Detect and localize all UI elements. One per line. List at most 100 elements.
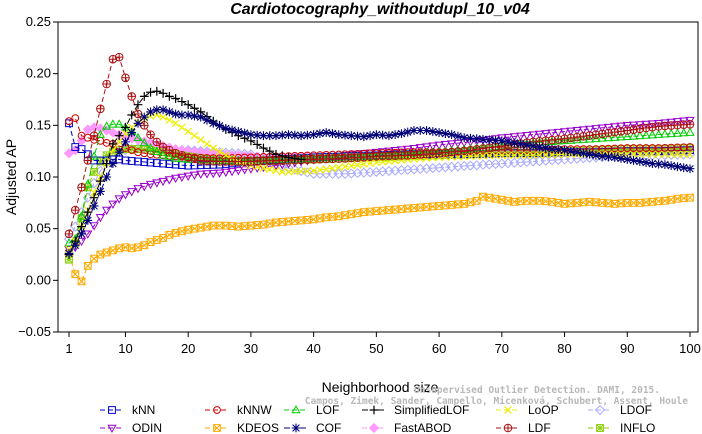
data-point-kdeos (196, 223, 205, 232)
data-point-odin (189, 171, 200, 180)
data-point-odin (177, 173, 187, 183)
data-point-loop (359, 160, 368, 169)
data-point-odin (628, 121, 639, 130)
data-point-cof (102, 172, 112, 182)
data-point-kdeos (215, 221, 224, 230)
data-point-lof (622, 131, 632, 140)
data-point-cof (422, 126, 431, 135)
data-point-knnw (679, 143, 688, 152)
data-point-odin (446, 140, 457, 149)
data-point-odin (415, 144, 425, 153)
data-point-kdeos (152, 236, 161, 244)
data-point-lof (139, 137, 149, 147)
data-point-ldf (96, 104, 105, 114)
legend-label-cof: COF (316, 421, 341, 434)
data-point-kdeos (372, 207, 381, 215)
data-point-kdeos (203, 222, 211, 231)
data-point-odin (622, 122, 632, 131)
legend: kNN kNNW LOF SimplifiedLOF LoOP LDOF ODIN KDEOS… (100, 403, 655, 434)
data-point-odin (421, 143, 432, 152)
series-line-simplifiedlof (68, 90, 302, 255)
data-point-simplifiedlof (284, 152, 293, 162)
data-point-simplifiedlof (83, 207, 93, 217)
data-point-simplifiedlof (277, 151, 287, 161)
data-point-odin (428, 142, 438, 151)
legend-label-fastabod: FastABOD (394, 421, 452, 434)
series-ldf (64, 52, 695, 239)
data-point-cof (509, 138, 519, 148)
data-point-cof (296, 131, 306, 141)
legend-label-loop: LoOP (528, 403, 559, 417)
data-point-knnw (686, 143, 694, 151)
data-point-knnw (661, 143, 669, 152)
data-point-cof (516, 139, 526, 149)
y-tick-label: 0.10 (26, 169, 51, 184)
data-point-ldof (283, 163, 294, 174)
data-point-cof (597, 151, 607, 161)
data-point-odin (528, 131, 538, 140)
data-point-kdeos (366, 207, 374, 216)
data-point-kdeos (265, 219, 274, 228)
data-point-kdeos (485, 193, 494, 202)
data-point-loop (221, 151, 230, 160)
data-point-simplifiedlof (177, 97, 187, 106)
data-point-simplifiedlof (171, 94, 181, 103)
data-point-loop (353, 161, 362, 169)
data-point-knnw (71, 114, 80, 122)
data-point-cof (535, 142, 544, 152)
data-point-lof (610, 132, 620, 141)
data-point-loop (284, 167, 293, 176)
series-simplifiedlof (64, 86, 306, 259)
data-point-cof (202, 115, 212, 125)
data-point-kdeos (134, 243, 142, 252)
x-tick-label: 60 (432, 341, 446, 356)
data-point-odin (541, 130, 551, 139)
data-point-knn (152, 159, 161, 167)
data-point-kdeos (115, 244, 124, 253)
data-point-cof (566, 146, 576, 156)
data-point-odin (610, 123, 620, 132)
data-point-kdeos (566, 199, 575, 208)
data-point-kdeos (422, 203, 431, 211)
data-point-lof (158, 150, 168, 159)
data-point-knn (127, 157, 136, 165)
data-point-loop (686, 150, 694, 159)
data-point-kdeos (171, 228, 180, 237)
data-point-cof (616, 154, 626, 163)
legend-item-ldof: LDOF (588, 403, 652, 417)
data-point-loop (209, 144, 218, 152)
data-point-cof (240, 128, 250, 138)
data-point-inflo (90, 167, 98, 176)
data-point-simplifiedlof (259, 143, 268, 153)
series-cof (64, 105, 695, 258)
data-point-cof (440, 129, 450, 138)
data-point-ldf (83, 156, 93, 165)
data-point-ldf (89, 131, 99, 140)
data-point-lof (170, 153, 181, 162)
x-tick-label: 40 (306, 341, 320, 356)
data-point-lof (145, 143, 156, 152)
data-point-odin (233, 167, 244, 176)
data-point-odin (164, 176, 175, 185)
data-point-loop (541, 151, 550, 159)
data-point-simplifiedlof (114, 131, 124, 141)
data-point-kdeos (529, 196, 538, 205)
data-point-cof (378, 130, 388, 140)
data-point-kdeos (623, 198, 632, 207)
data-point-kdeos (253, 221, 262, 229)
legend-item-fastabod: FastABOD (362, 421, 452, 434)
data-point-ldof (70, 221, 81, 232)
data-point-knn (71, 143, 80, 151)
data-point-ldf (121, 73, 130, 83)
data-point-odin (227, 167, 237, 177)
data-point-cof (246, 130, 256, 140)
data-point-kdeos (554, 198, 563, 207)
data-point-simplifiedlof (133, 100, 143, 110)
data-point-loop (322, 165, 331, 173)
data-point-ldf (629, 125, 638, 134)
data-point-cof (70, 240, 80, 250)
data-point-cof (121, 137, 130, 147)
data-point-knnw (604, 144, 613, 153)
data-point-cof (403, 127, 413, 137)
data-point-knn (140, 158, 149, 166)
